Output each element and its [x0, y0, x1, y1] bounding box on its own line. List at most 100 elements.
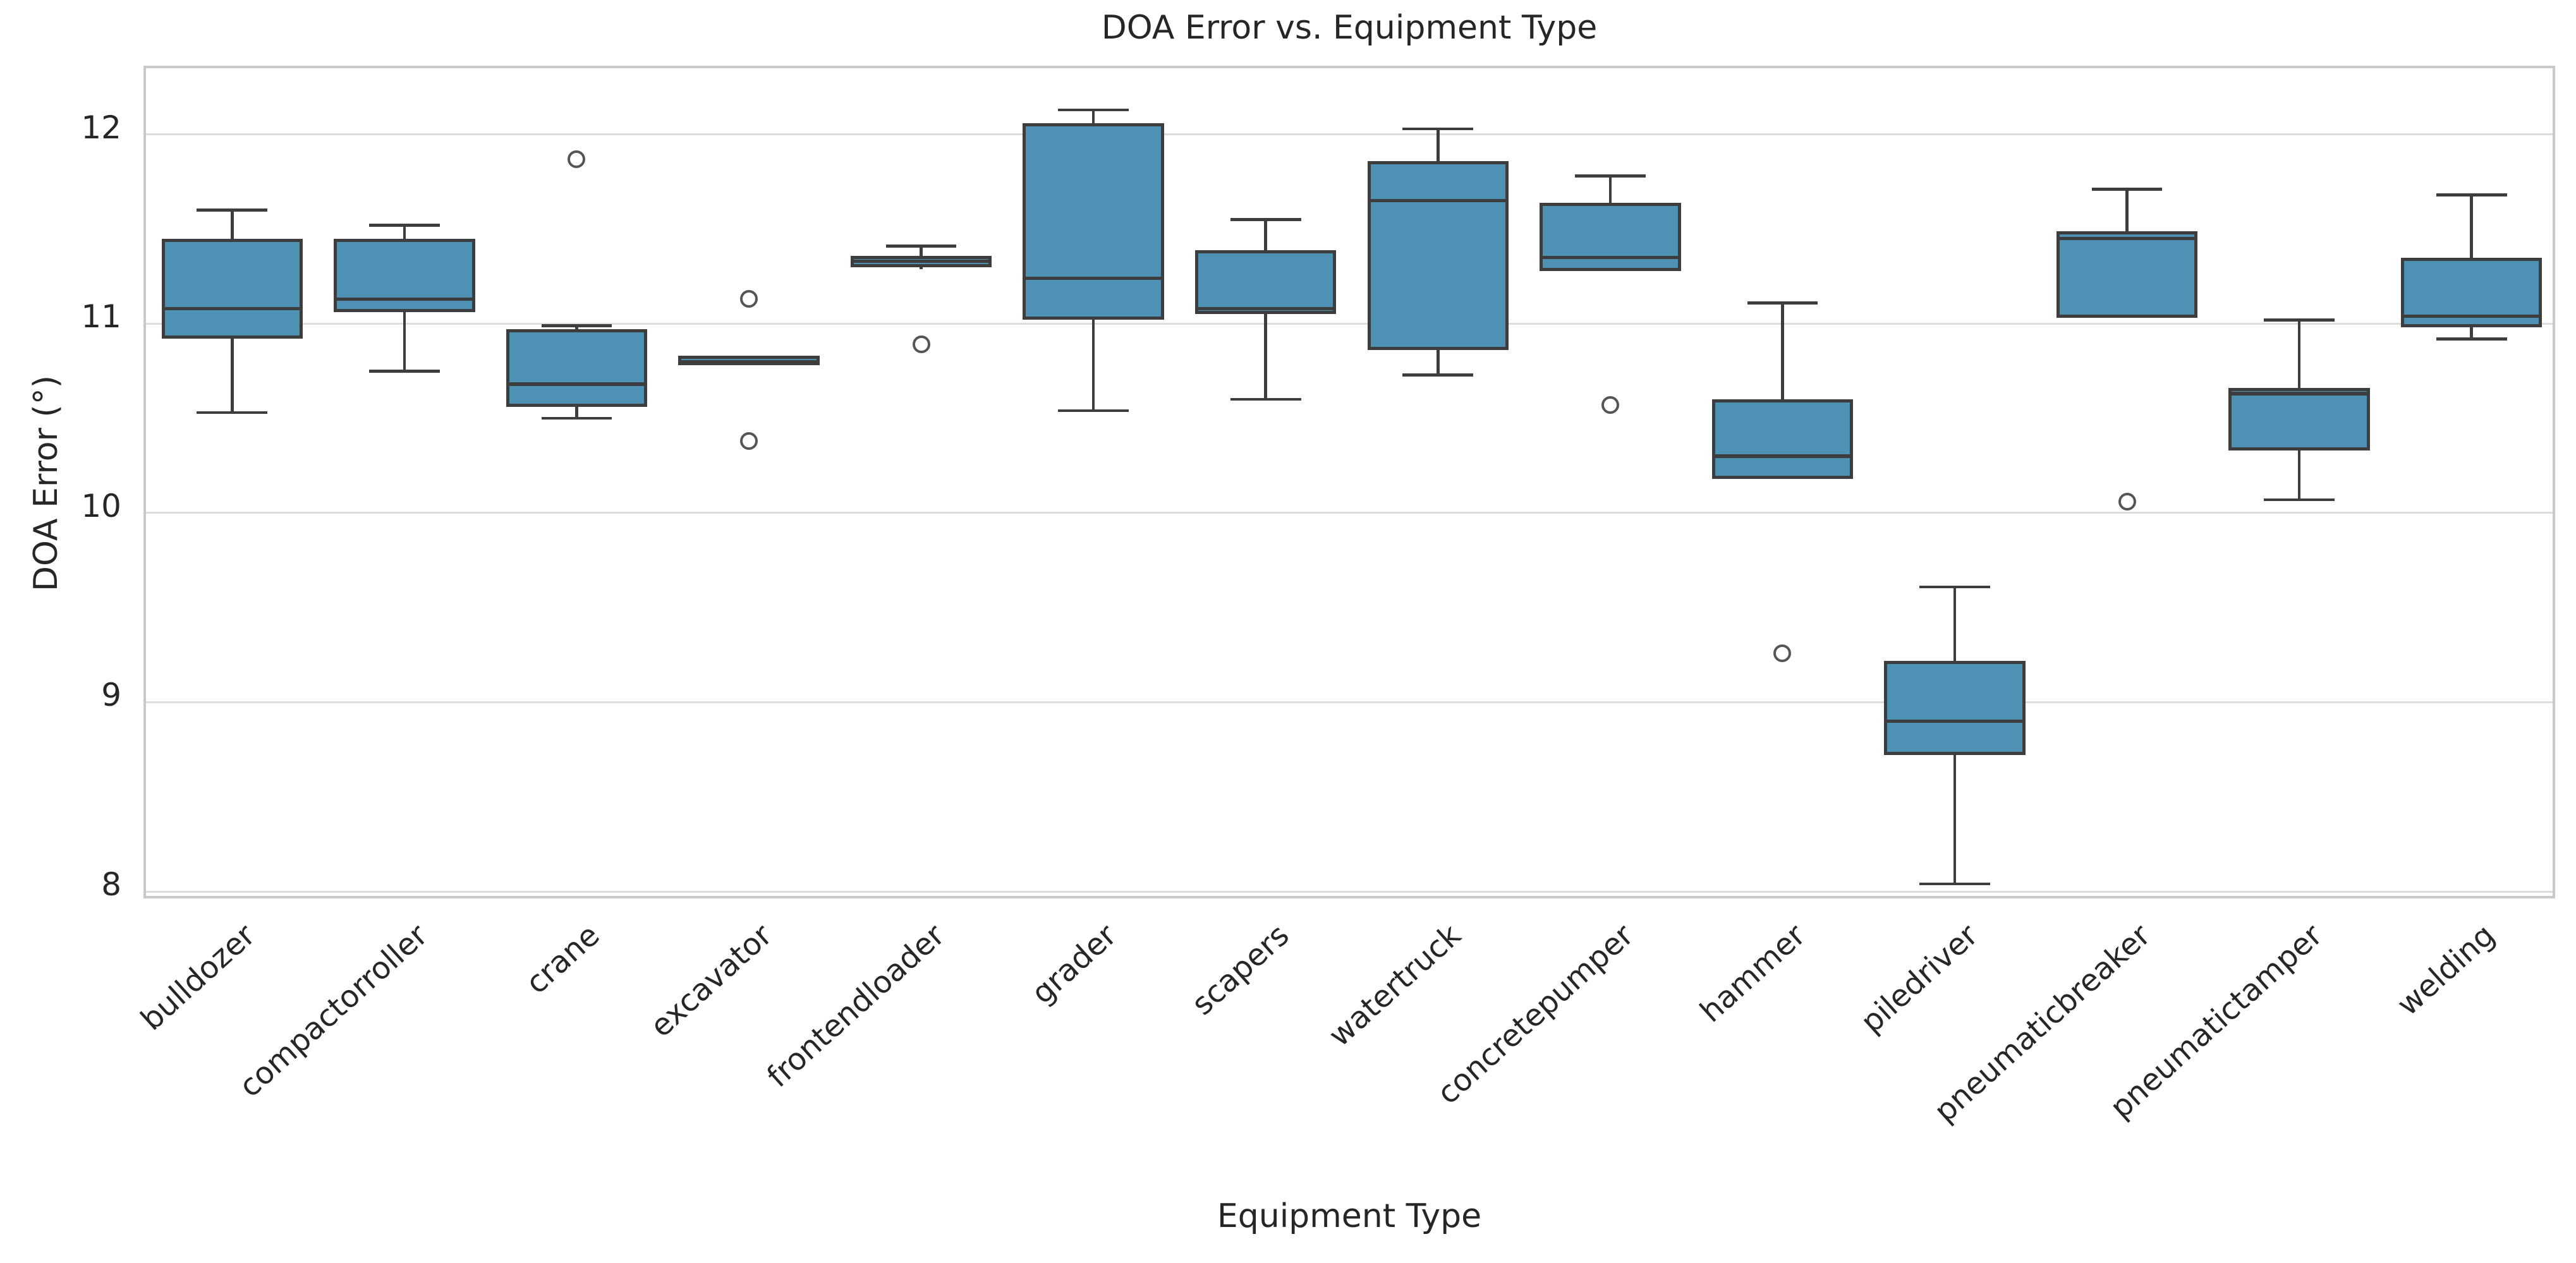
- lower-cap-watertruck: [1402, 373, 1474, 377]
- lower-cap-piledriver: [1919, 882, 1990, 886]
- upper-whisker-bulldozer: [231, 210, 234, 239]
- upper-cap-frontendloader: [885, 245, 957, 248]
- median-welding: [2400, 314, 2543, 318]
- outlier-pneumaticbreaker: [2118, 492, 2136, 511]
- median-pneumatictamper: [2228, 392, 2370, 396]
- lower-cap-scapers: [1230, 397, 1301, 401]
- x-tick-label: excavator: [643, 917, 779, 1044]
- upper-whisker-compactorroller: [403, 225, 406, 239]
- upper-whisker-watertruck: [1437, 128, 1440, 161]
- gridline-y-9: [146, 701, 2553, 703]
- median-piledriver: [1884, 719, 2026, 723]
- median-grader: [1023, 276, 1164, 281]
- outlier-concretepumper: [1601, 396, 1619, 414]
- upper-cap-pneumaticbreaker: [2091, 188, 2163, 191]
- upper-whisker-hammer: [1781, 303, 1784, 400]
- upper-whisker-frontendloader: [920, 246, 923, 256]
- box-grader: [1023, 123, 1164, 320]
- lower-cap-pneumatictamper: [2264, 498, 2335, 502]
- x-tick-label: welding: [2390, 917, 2502, 1023]
- box-compactorroller: [334, 238, 475, 313]
- y-tick-label: 11: [81, 298, 121, 335]
- lower-whisker-watertruck: [1437, 350, 1440, 375]
- x-tick-label: pneumatictamper: [2103, 917, 2330, 1126]
- median-concretepumper: [1540, 255, 1681, 260]
- upper-cap-hammer: [1747, 301, 1818, 305]
- chart-title: DOA Error vs. Equipment Type: [1101, 9, 1598, 47]
- outlier-hammer: [1773, 644, 1792, 662]
- x-tick-label: hammer: [1693, 917, 1813, 1030]
- median-frontendloader: [850, 259, 992, 263]
- gridline-y-12: [146, 133, 2553, 136]
- lower-whisker-scapers: [1264, 314, 1267, 400]
- lower-whisker-grader: [1091, 320, 1095, 411]
- median-scapers: [1194, 306, 1337, 311]
- gridline-y-11: [146, 322, 2553, 325]
- box-hammer: [1711, 399, 1854, 479]
- gridline-y-10: [146, 512, 2553, 514]
- upper-cap-scapers: [1230, 218, 1301, 221]
- upper-cap-grader: [1058, 108, 1129, 112]
- upper-whisker-welding: [2470, 195, 2473, 258]
- x-tick-label: crane: [519, 917, 607, 1001]
- x-tick-label: scapers: [1184, 917, 1296, 1022]
- box-bulldozer: [161, 238, 303, 339]
- lower-whisker-crane: [575, 407, 578, 419]
- x-tick-label: grader: [1024, 917, 1124, 1012]
- median-watertruck: [1367, 198, 1509, 203]
- upper-whisker-piledriver: [1953, 586, 1957, 661]
- upper-cap-welding: [2436, 193, 2507, 196]
- y-tick-label: 12: [81, 109, 121, 146]
- y-tick-label: 8: [101, 866, 121, 903]
- upper-cap-watertruck: [1402, 127, 1474, 131]
- upper-whisker-grader: [1091, 109, 1095, 123]
- upper-cap-piledriver: [1919, 585, 1990, 588]
- box-watertruck: [1367, 160, 1509, 351]
- upper-whisker-scapers: [1264, 219, 1267, 250]
- lower-cap-crane: [541, 416, 612, 420]
- x-tick-label: bulldozer: [134, 917, 262, 1038]
- box-pneumatictamper: [2228, 388, 2370, 451]
- outlier-crane: [568, 150, 586, 168]
- x-tick-label: frontendloader: [760, 917, 952, 1095]
- upper-cap-bulldozer: [197, 208, 268, 212]
- x-tick-label: concretepumper: [1430, 917, 1641, 1111]
- upper-whisker-crane: [575, 325, 578, 330]
- lower-cap-bulldozer: [197, 411, 268, 414]
- upper-whisker-concretepumper: [1608, 176, 1612, 203]
- y-tick-label: 9: [101, 677, 121, 714]
- upper-whisker-pneumaticbreaker: [2125, 189, 2129, 231]
- lower-cap-grader: [1058, 409, 1129, 413]
- lower-whisker-piledriver: [1953, 755, 1957, 885]
- upper-whisker-pneumatictamper: [2297, 320, 2301, 389]
- box-scapers: [1194, 250, 1337, 315]
- x-tick-label: pneumaticbreaker: [1927, 917, 2158, 1130]
- x-tick-label: piledriver: [1854, 917, 1985, 1041]
- lower-whisker-bulldozer: [231, 339, 234, 413]
- median-crane: [506, 382, 648, 386]
- outlier-frontendloader: [912, 335, 930, 354]
- median-bulldozer: [161, 306, 303, 311]
- outlier-excavator: [740, 432, 758, 450]
- upper-cap-concretepumper: [1574, 174, 1646, 178]
- gridline-y-8: [146, 890, 2553, 893]
- lower-whisker-welding: [2470, 327, 2473, 339]
- x-tick-label: compactorroller: [232, 917, 435, 1104]
- upper-cap-pneumatictamper: [2264, 318, 2335, 322]
- upper-cap-compactorroller: [368, 224, 440, 227]
- y-tick-label: 10: [81, 487, 121, 524]
- upper-cap-crane: [541, 324, 612, 327]
- box-piledriver: [1884, 660, 2026, 756]
- box-pneumaticbreaker: [2056, 231, 2198, 318]
- outlier-excavator: [740, 290, 758, 308]
- lower-cap-welding: [2436, 337, 2507, 341]
- lower-whisker-frontendloader: [920, 267, 923, 269]
- x-axis-label: Equipment Type: [1217, 1197, 1482, 1235]
- lower-whisker-pneumatictamper: [2297, 450, 2301, 500]
- plot-area: [143, 66, 2555, 898]
- x-tick-label: watertruck: [1322, 917, 1468, 1054]
- median-excavator: [678, 360, 820, 364]
- lower-whisker-compactorroller: [403, 312, 406, 372]
- median-pneumaticbreaker: [2056, 236, 2198, 241]
